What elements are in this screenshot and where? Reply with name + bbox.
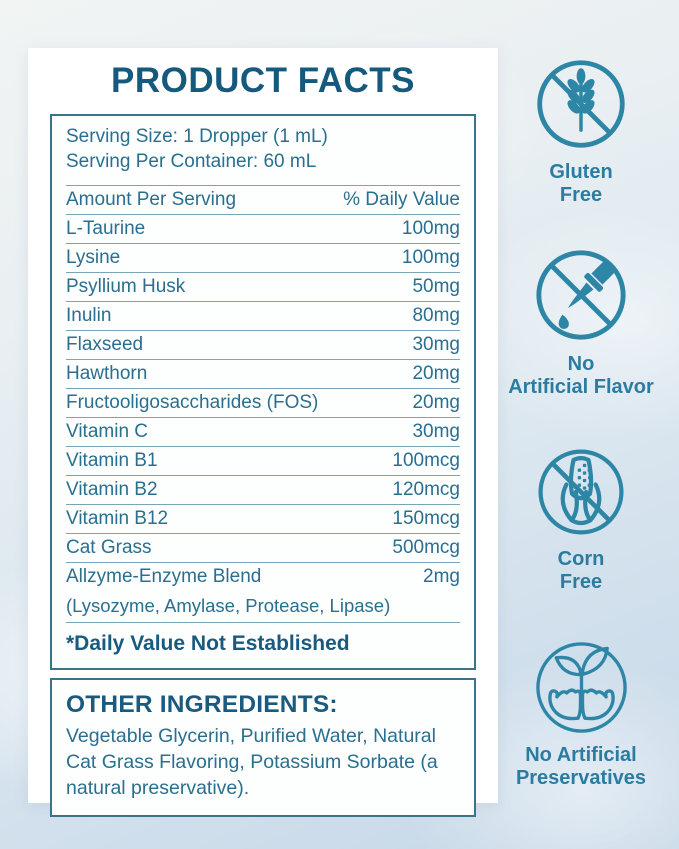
supplement-facts-box: Serving Size: 1 Dropper (1 mL) Serving P…: [50, 114, 476, 670]
divider: [66, 330, 460, 331]
ingredient-name: Inulin: [66, 305, 112, 326]
divider: [66, 272, 460, 273]
ingredient-name: Fructooligosaccharides (FOS): [66, 392, 319, 413]
badge-corn-free: Corn Free: [492, 445, 670, 594]
badge-label: No Artificial Flavor: [508, 353, 654, 398]
table-row: Psyllium Husk 50mg: [66, 273, 460, 301]
ingredient-name: Cat Grass: [66, 537, 152, 558]
enzyme-blend-note: (Lysozyme, Amylase, Protease, Lipase): [66, 595, 391, 616]
badge-label: Gluten Free: [549, 161, 613, 206]
table-row: Allzyme-Enzyme Blend 2mg: [66, 563, 460, 591]
divider: [66, 562, 460, 563]
ingredient-name: Vitamin B2: [66, 479, 158, 500]
divider: [66, 533, 460, 534]
ingredient-name: Vitamin C: [66, 421, 149, 442]
ingredient-amount: 2mg: [423, 566, 460, 587]
ingredient-name: Vitamin B12: [66, 508, 169, 529]
serving-size: Serving Size: 1 Dropper (1 mL): [66, 126, 328, 147]
badge-gluten-free: Gluten Free: [492, 56, 670, 207]
ingredient-amount: 500mcg: [392, 537, 460, 558]
ingredient-amount: 30mg: [412, 421, 460, 442]
badge-label: No Artificial Preservatives: [515, 744, 647, 789]
divider: [66, 388, 460, 389]
no-artificial-flavor-icon: [536, 250, 626, 340]
table-row: Hawthorn 20mg: [66, 360, 460, 388]
divider: [66, 446, 460, 447]
divider: [66, 475, 460, 476]
product-facts-panel: PRODUCT FACTS Serving Size: 1 Dropper (1…: [28, 48, 498, 817]
ingredient-amount: 100mcg: [392, 450, 460, 471]
divider: [66, 214, 460, 215]
ingredient-amount: 30mg: [412, 334, 460, 355]
table-row: Lysine 100mg: [66, 244, 460, 272]
ingredient-amount: 100mg: [401, 247, 460, 268]
ingredient-amount: 120mcg: [392, 479, 460, 500]
divider: [66, 504, 460, 505]
page-title: PRODUCT FACTS: [111, 61, 415, 100]
table-row: Cat Grass 500mcg: [66, 534, 460, 562]
divider: [66, 301, 460, 302]
ingredient-name: Vitamin B1: [66, 450, 158, 471]
divider: [66, 359, 460, 360]
daily-value-footnote: *Daily Value Not Established: [66, 632, 350, 655]
table-row: Inulin 80mg: [66, 302, 460, 330]
ingredient-name: L-Taurine: [66, 218, 146, 239]
ingredient-amount: 80mg: [412, 305, 460, 326]
badge-no-artificial-preservatives: No Artificial Preservatives: [492, 638, 670, 790]
ingredient-amount: 150mcg: [392, 508, 460, 529]
no-gluten-icon: [537, 60, 625, 148]
ingredient-amount: 100mg: [401, 218, 460, 239]
badge-no-artificial-flavor: No Artificial Flavor: [492, 246, 670, 399]
table-row: Vitamin C 30mg: [66, 418, 460, 446]
ingredient-name: Flaxseed: [66, 334, 144, 355]
badge-label: Corn Free: [557, 548, 605, 593]
table-row: Flaxseed 30mg: [66, 331, 460, 359]
ingredient-amount: 20mg: [412, 363, 460, 384]
table-row: Vitamin B12 150mcg: [66, 505, 460, 533]
other-ingredients-box: OTHER INGREDIENTS: Vegetable Glycerin, P…: [50, 678, 476, 817]
no-corn-icon: [538, 449, 624, 535]
column-amount-per-serving: Amount Per Serving: [66, 189, 237, 210]
table-header-row: Amount Per Serving % Daily Value: [66, 186, 460, 214]
table-row: Vitamin B2 120mcg: [66, 476, 460, 504]
divider: [66, 185, 460, 186]
other-ingredients-heading: OTHER INGREDIENTS:: [66, 691, 338, 718]
divider: [66, 243, 460, 244]
table-row: Fructooligosaccharides (FOS) 20mg: [66, 389, 460, 417]
divider: [66, 622, 460, 623]
ingredient-amount: 20mg: [412, 392, 460, 413]
ingredient-name: Allzyme-Enzyme Blend: [66, 566, 262, 587]
servings-per-container: Serving Per Container: 60 mL: [66, 151, 317, 172]
no-artificial-preservatives-icon: [535, 642, 627, 733]
table-row: Vitamin B1 100mcg: [66, 447, 460, 475]
column-daily-value: % Daily Value: [343, 189, 460, 210]
table-row: L-Taurine 100mg: [66, 215, 460, 243]
ingredient-name: Hawthorn: [66, 363, 148, 384]
ingredient-name: Lysine: [66, 247, 121, 268]
ingredient-amount: 50mg: [412, 276, 460, 297]
ingredient-name: Psyllium Husk: [66, 276, 186, 297]
divider: [66, 417, 460, 418]
other-ingredients-body: Vegetable Glycerin, Purified Water, Natu…: [66, 725, 438, 799]
